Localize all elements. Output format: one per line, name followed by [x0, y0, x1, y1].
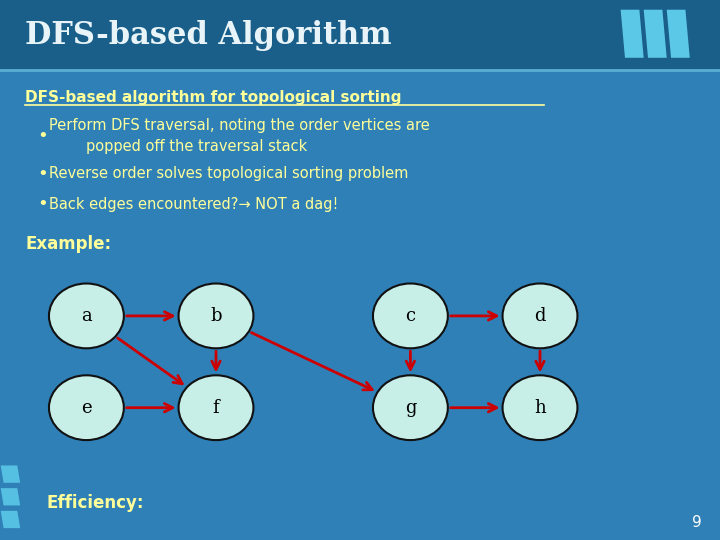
Text: g: g [405, 399, 416, 417]
Text: •: • [37, 195, 48, 213]
Text: •: • [37, 165, 48, 183]
Text: Back edges encountered?→ NOT a dag!: Back edges encountered?→ NOT a dag! [49, 197, 338, 212]
Text: Example:: Example: [25, 235, 112, 253]
Ellipse shape [503, 375, 577, 440]
Text: c: c [405, 307, 415, 325]
Polygon shape [667, 10, 690, 58]
Text: DFS-based Algorithm: DFS-based Algorithm [25, 19, 392, 51]
Polygon shape [1, 465, 20, 483]
Text: d: d [534, 307, 546, 325]
Ellipse shape [49, 375, 124, 440]
Text: e: e [81, 399, 91, 417]
Ellipse shape [373, 375, 448, 440]
Polygon shape [1, 511, 20, 528]
Polygon shape [621, 10, 644, 58]
Text: a: a [81, 307, 91, 325]
Text: Efficiency:: Efficiency: [47, 494, 144, 512]
Text: •: • [37, 127, 48, 145]
Ellipse shape [503, 284, 577, 348]
FancyBboxPatch shape [0, 0, 720, 70]
Text: Reverse order solves topological sorting problem: Reverse order solves topological sorting… [49, 166, 408, 181]
Ellipse shape [179, 375, 253, 440]
Text: 9: 9 [692, 515, 702, 530]
Polygon shape [1, 488, 20, 505]
Text: b: b [210, 307, 222, 325]
Ellipse shape [49, 284, 124, 348]
Text: h: h [534, 399, 546, 417]
Polygon shape [644, 10, 667, 58]
Text: DFS-based algorithm for topological sorting: DFS-based algorithm for topological sort… [25, 90, 402, 105]
Ellipse shape [373, 284, 448, 348]
Text: Perform DFS traversal, noting the order vertices are
        popped off the trav: Perform DFS traversal, noting the order … [49, 118, 430, 154]
Ellipse shape [179, 284, 253, 348]
Text: f: f [212, 399, 220, 417]
